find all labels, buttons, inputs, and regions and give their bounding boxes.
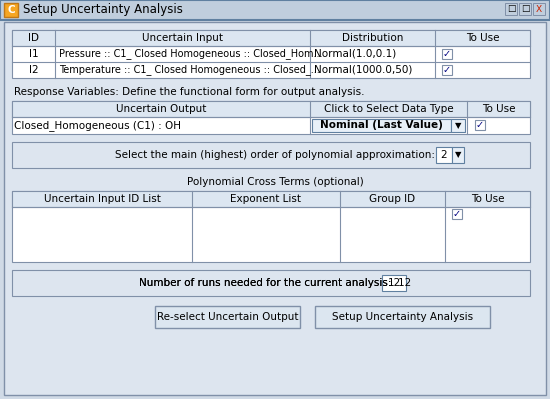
Text: ▼: ▼: [455, 150, 461, 160]
Bar: [312, 119, 451, 132]
Text: ✓: ✓: [443, 65, 451, 75]
Bar: [533, 3, 545, 15]
Text: To Use: To Use: [466, 33, 499, 43]
Bar: [505, 3, 517, 15]
Text: Temperature :: C1_ Closed Homogeneous :: Closed_...: Temperature :: C1_ Closed Homogeneous ::…: [59, 65, 320, 75]
Text: Setup Uncertainty Analysis: Setup Uncertainty Analysis: [23, 4, 183, 16]
Text: C: C: [7, 5, 15, 15]
Text: □: □: [507, 4, 515, 14]
Bar: [12, 142, 530, 168]
Text: X: X: [536, 4, 542, 14]
Text: Group ID: Group ID: [370, 194, 416, 204]
Bar: [12, 101, 530, 117]
Text: Number of runs needed for the current analysis:: Number of runs needed for the current an…: [139, 278, 391, 288]
Text: Distribution: Distribution: [342, 33, 403, 43]
Text: 2: 2: [441, 150, 447, 160]
Text: Polynomial Cross Terms (optional): Polynomial Cross Terms (optional): [186, 177, 364, 187]
Text: Response Variables: Define the functional form for output analysis.: Response Variables: Define the functiona…: [14, 87, 365, 97]
Text: Click to Select Data Type: Click to Select Data Type: [324, 104, 453, 114]
Text: ▼: ▼: [455, 121, 461, 130]
Text: ✓: ✓: [443, 49, 451, 59]
Text: To Use: To Use: [471, 194, 504, 204]
Text: I1: I1: [29, 49, 38, 59]
Text: ✓: ✓: [453, 209, 461, 219]
Text: ✓: ✓: [476, 120, 484, 130]
Text: Select the main (highest) order of polynomial approximation:: Select the main (highest) order of polyn…: [115, 150, 435, 160]
Text: Exponent List: Exponent List: [230, 194, 301, 204]
Bar: [442, 49, 452, 59]
Text: 12: 12: [387, 278, 400, 288]
Text: Uncertain Input: Uncertain Input: [142, 33, 223, 43]
Bar: [12, 270, 530, 296]
Bar: [442, 65, 452, 75]
Bar: [0, 0, 550, 20]
Bar: [12, 30, 530, 46]
Bar: [436, 147, 452, 163]
Text: Uncertain Input ID List: Uncertain Input ID List: [43, 194, 161, 204]
Bar: [4, 3, 18, 17]
Bar: [12, 191, 530, 262]
Bar: [452, 147, 464, 163]
Bar: [12, 191, 530, 207]
Bar: [382, 275, 406, 291]
Bar: [475, 120, 485, 130]
Text: ID: ID: [28, 33, 39, 43]
Text: Closed_Homogeneous (C1) : OH: Closed_Homogeneous (C1) : OH: [14, 120, 181, 131]
Text: Pressure :: C1_ Closed Homogeneous :: Closed_Hom...: Pressure :: C1_ Closed Homogeneous :: Cl…: [59, 49, 322, 59]
Text: Setup Uncertainty Analysis: Setup Uncertainty Analysis: [332, 312, 473, 322]
Bar: [452, 209, 462, 219]
Bar: [155, 306, 300, 328]
Bar: [12, 30, 530, 78]
Text: To Use: To Use: [482, 104, 515, 114]
Text: Number of runs needed for the current analysis:  12: Number of runs needed for the current an…: [139, 278, 411, 288]
Text: Uncertain Output: Uncertain Output: [116, 104, 206, 114]
Text: Re-select Uncertain Output: Re-select Uncertain Output: [157, 312, 298, 322]
Text: □: □: [521, 4, 529, 14]
Text: I2: I2: [29, 65, 38, 75]
Text: Normal(1000.0,50): Normal(1000.0,50): [314, 65, 412, 75]
Bar: [519, 3, 531, 15]
Bar: [12, 101, 530, 134]
Text: Normal(1.0,0.1): Normal(1.0,0.1): [314, 49, 396, 59]
Bar: [315, 306, 490, 328]
Bar: [451, 119, 465, 132]
Text: Nominal (Last Value): Nominal (Last Value): [320, 120, 443, 130]
